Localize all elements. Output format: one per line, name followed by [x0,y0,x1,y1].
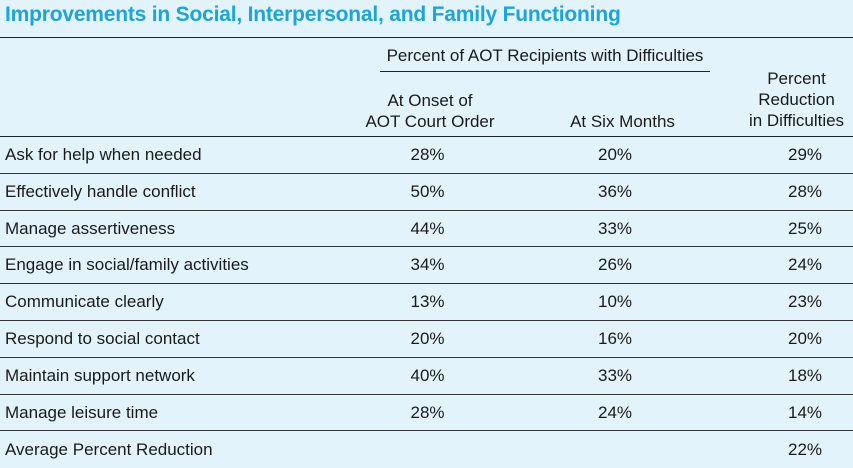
group-header-rule [380,71,710,72]
onset-value: 28% [410,402,445,422]
col-header-reduction-line3: in Difficulties [748,111,845,130]
onset-value: 20% [410,329,445,348]
col-header-reduction-line2: Reduction [758,90,835,109]
reduction-value: 24% [787,255,823,275]
onset-value: 40% [410,365,445,385]
six-months-value: 20% [597,145,633,164]
group-header: Percent of AOT Recipients with Difficult… [386,46,704,65]
six-months-value: 10% [597,292,633,312]
onset-value: 44% [410,218,445,238]
col-header-reduction: Percent Reduction in Difficulties [740,68,853,131]
table-row: Respond to social contact 20% 16% 20% [0,321,853,358]
six-months-value: 24% [597,402,633,422]
row-label: Engage in social/family activities [5,255,249,275]
six-months-value: 33% [597,365,633,385]
row-divider [0,319,853,321]
row-divider [0,283,853,285]
col-header-onset-line2: AOT Court Order [365,112,495,131]
six-months-value: 16% [597,329,633,348]
onset-value: 13% [410,292,445,312]
reduction-value: 28% [787,181,823,201]
reduction-value: 18% [787,365,823,385]
onset-value: 34% [410,255,445,275]
average-reduction: 22% [787,440,823,459]
row-label: Manage leisure time [5,402,159,422]
row-divider [0,172,853,174]
row-divider [0,356,853,358]
row-divider [0,430,853,432]
row-label: Ask for help when needed [5,145,202,164]
col-header-reduction-line1: Percent [767,69,826,88]
col-header-onset-line1: At Onset of [387,91,473,110]
row-divider [0,393,853,395]
row-divider [0,246,853,248]
table-row: Communicate clearly 13% 10% 23% [0,284,853,321]
six-months-value: 26% [597,255,633,275]
table-row: Ask for help when needed 28% 20% 29% [0,137,853,174]
row-label: Effectively handle conflict [5,181,196,201]
reduction-value: 29% [787,145,823,164]
col-header-six-months: At Six Months [550,111,695,132]
row-divider [0,209,853,211]
row-label: Manage assertiveness [5,218,176,238]
table-row: Manage assertiveness 44% 33% 25% [0,211,853,248]
header-bottom-rule [0,136,853,137]
onset-value: 28% [410,145,445,164]
row-label: Respond to social contact [5,329,200,348]
table-row: Maintain support network 40% 33% 18% [0,358,853,395]
average-label: Average Percent Reduction [5,440,213,459]
table-row: Manage leisure time 28% 24% 14% [0,395,853,432]
reduction-value: 14% [787,402,823,422]
reduction-value: 25% [787,218,823,238]
row-label: Communicate clearly [5,292,164,312]
table-row: Effectively handle conflict 50% 36% 28% [0,174,853,211]
six-months-value: 36% [597,181,633,201]
average-row: Average Percent Reduction 22% [0,432,853,468]
reduction-value: 23% [787,292,823,312]
table-row: Engage in social/family activities 34% 26%… [0,247,853,285]
reduction-value: 20% [787,329,823,348]
col-header-onset: At Onset of AOT Court Order [360,90,500,132]
table-title: Improvements in Social, Interpersonal, a… [5,3,621,26]
six-months-value: 33% [597,218,633,238]
col-header-six-months-label: At Six Months [570,112,675,131]
onset-value: 50% [410,181,445,201]
top-rule [0,37,853,38]
row-label: Maintain support network [5,365,195,385]
